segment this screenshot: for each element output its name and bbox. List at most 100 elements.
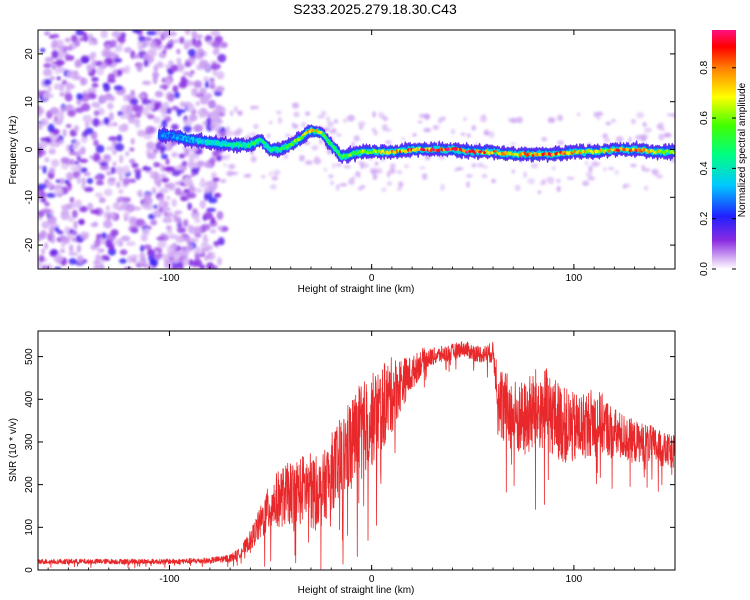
noise-blob bbox=[57, 45, 65, 51]
speckle-blob bbox=[317, 115, 325, 119]
noise-blob bbox=[186, 192, 197, 199]
noise-blob bbox=[131, 118, 141, 125]
noise-blob bbox=[91, 59, 97, 69]
noise-blob bbox=[110, 166, 116, 175]
snr-line bbox=[38, 341, 675, 570]
noise-blob bbox=[158, 106, 167, 113]
noise-blob bbox=[167, 93, 175, 102]
speckle-blob bbox=[460, 132, 466, 136]
noise-blob bbox=[77, 219, 85, 225]
noise-blob bbox=[210, 216, 216, 225]
noise-blob bbox=[68, 251, 78, 256]
noise-blob bbox=[71, 201, 77, 209]
speckle-blob bbox=[328, 174, 334, 179]
noise-blob bbox=[86, 202, 94, 211]
noise-blob bbox=[105, 171, 113, 176]
noise-blob bbox=[161, 253, 170, 260]
noise-blob bbox=[217, 257, 223, 266]
speckle-blob bbox=[450, 128, 456, 135]
noise-blob bbox=[217, 237, 225, 246]
speckle-blob bbox=[603, 137, 611, 144]
noise-blob bbox=[165, 225, 172, 230]
noise-blob bbox=[116, 69, 123, 77]
noise-blob bbox=[129, 147, 135, 152]
noise-blob bbox=[154, 255, 161, 261]
noise-blob bbox=[108, 112, 114, 121]
speckle-blob bbox=[441, 116, 446, 122]
noise-blob bbox=[57, 110, 65, 119]
speckle-blob bbox=[333, 118, 339, 124]
noise-blob bbox=[152, 209, 162, 218]
speckle-blob bbox=[651, 169, 657, 174]
noise-blob bbox=[206, 207, 217, 213]
noise-blob bbox=[179, 101, 186, 108]
speckle-blob bbox=[587, 176, 596, 181]
noise-blob bbox=[183, 119, 193, 126]
noise-blob bbox=[149, 171, 155, 177]
colorbar-tick-label: 0.0 bbox=[699, 262, 710, 276]
ridge-cell bbox=[560, 152, 564, 156]
noise-blob bbox=[110, 211, 116, 221]
noise-blob bbox=[165, 158, 170, 165]
speckle-blob bbox=[343, 164, 352, 169]
speckle-blob bbox=[466, 174, 473, 178]
noise-blob bbox=[216, 156, 222, 161]
noise-blob bbox=[57, 39, 64, 48]
noise-blob bbox=[135, 171, 141, 180]
noise-blob bbox=[142, 196, 153, 205]
speckle-blob bbox=[556, 178, 561, 183]
speckle-blob bbox=[539, 181, 545, 186]
noise-blob bbox=[59, 248, 66, 254]
noise-blob bbox=[190, 172, 196, 177]
speckle-blob bbox=[658, 133, 665, 141]
noise-blob bbox=[49, 107, 60, 115]
speckle-blob bbox=[605, 121, 612, 126]
noise-blob bbox=[184, 78, 189, 84]
noise-blob bbox=[74, 107, 84, 114]
noise-blob bbox=[68, 216, 75, 223]
noise-blob bbox=[151, 186, 157, 195]
speckle-blob bbox=[643, 127, 652, 133]
speckle-blob bbox=[389, 163, 396, 170]
noise-blob bbox=[62, 209, 70, 218]
noise-blob bbox=[159, 84, 169, 90]
colorbar-tick-label: 0.2 bbox=[699, 211, 710, 225]
speckle-blob bbox=[353, 135, 360, 142]
noise-blob bbox=[136, 63, 143, 72]
noise-blob bbox=[100, 30, 108, 39]
noise-blob bbox=[113, 122, 118, 127]
spectrogram-xtick-label: 0 bbox=[369, 273, 375, 284]
noise-blob bbox=[209, 229, 217, 234]
noise-blob bbox=[96, 264, 105, 269]
noise-blob bbox=[171, 242, 178, 250]
noise-blob bbox=[193, 40, 202, 48]
speckle-blob bbox=[314, 155, 320, 163]
speckle-blob bbox=[515, 116, 524, 124]
noise-blob bbox=[156, 61, 164, 69]
noise-blob bbox=[93, 265, 98, 269]
noise-blob bbox=[88, 33, 94, 39]
noise-blob bbox=[74, 160, 80, 165]
noise-blob bbox=[122, 94, 129, 102]
noise-blob bbox=[125, 203, 135, 213]
speckle-blob bbox=[593, 162, 601, 166]
noise-blob bbox=[143, 133, 153, 140]
noise-blob bbox=[90, 222, 98, 227]
noise-blob bbox=[161, 145, 167, 152]
noise-blob bbox=[146, 30, 157, 36]
speckle-blob bbox=[225, 130, 233, 137]
noise-blob bbox=[83, 186, 94, 193]
noise-blob bbox=[120, 235, 131, 242]
noise-blob bbox=[110, 39, 117, 48]
snr-axes: -100 0 100 0 100 200 300 400 500 bbox=[24, 331, 676, 585]
noise-blob bbox=[179, 249, 190, 257]
noise-blob bbox=[199, 200, 206, 209]
speckle-blob bbox=[275, 110, 282, 115]
noise-blob bbox=[103, 84, 111, 92]
noise-blob bbox=[162, 48, 167, 55]
snr-ytick-label: 0 bbox=[24, 567, 35, 573]
noise-blob bbox=[80, 31, 87, 37]
noise-blob bbox=[183, 40, 190, 50]
speckle-blob bbox=[614, 170, 620, 175]
